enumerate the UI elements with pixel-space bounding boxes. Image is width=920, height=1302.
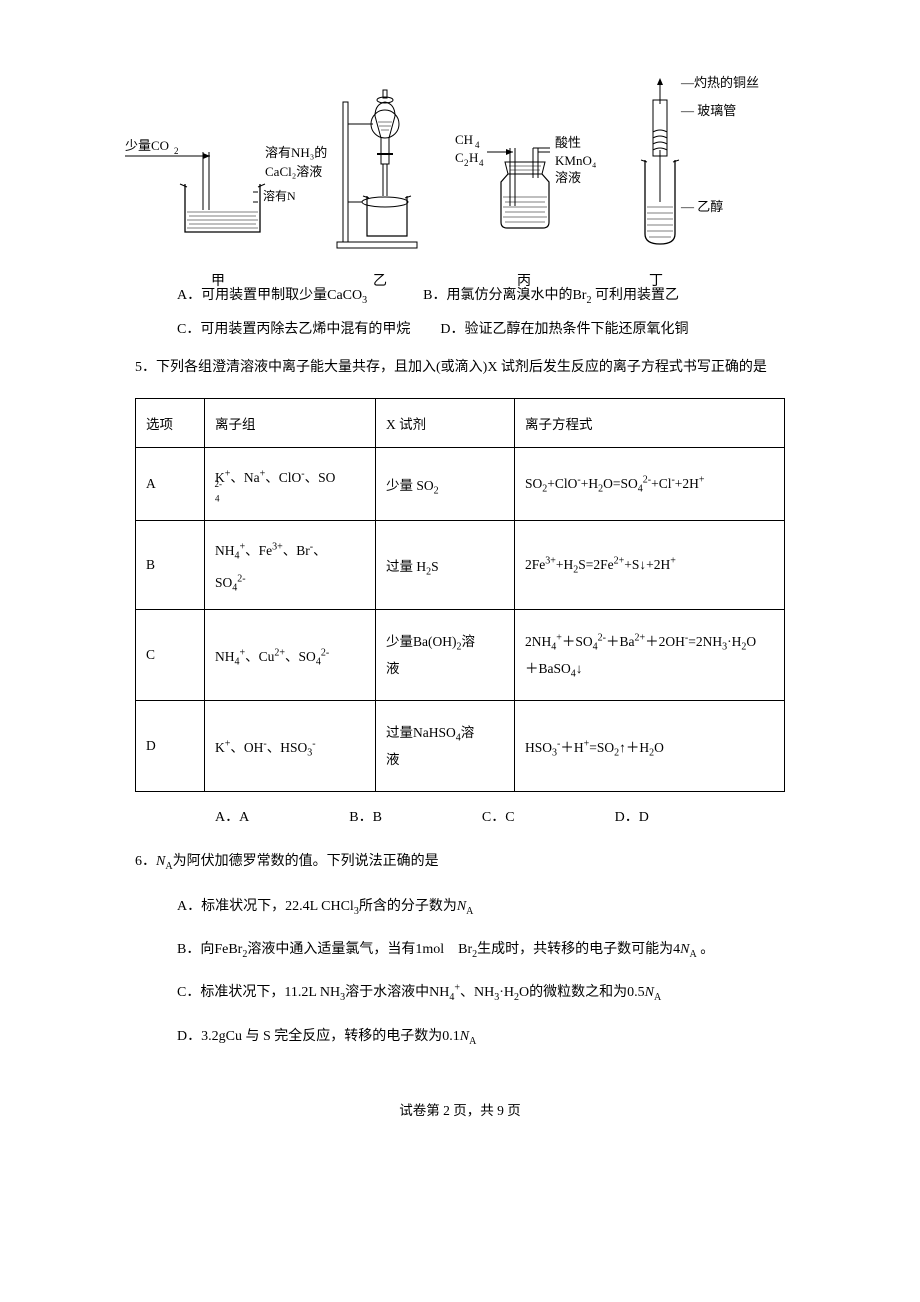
svg-text:CH: CH [455, 132, 473, 147]
ding-l1: 灼热的铜丝 [694, 75, 759, 90]
cell-key: A [136, 448, 205, 521]
svg-text:2: 2 [174, 146, 179, 156]
cell-reagent: 过量NaHSO4溶液 [376, 701, 515, 792]
svg-text:2: 2 [464, 158, 469, 168]
q6-opt-a: A．标准状况下，22.4L CHCl3所含的分子数为NA [177, 894, 785, 919]
q6-opt-b: B．向FeBr2溶液中通入适量氯气，当有1mol Br2生成时，共转移的电子数可… [177, 937, 785, 962]
apparatus-diagram-row: 少量CO 2 [135, 80, 785, 270]
jia-co2-text: 少量CO [125, 138, 169, 153]
hdr-opt: 选项 [136, 399, 205, 448]
q4-option-row2: C．可用装置丙除去乙烯中混有的甲烷 D．验证乙醇在加热条件下能还原氧化铜 [135, 318, 785, 338]
ans-a: A．A [215, 806, 249, 826]
q4-option-row1: A．可用装置甲制取少量CaCO3 B．用氯仿分离溴水中的Br2 可利用装置乙 [135, 284, 785, 304]
q4-opt-d: D．验证乙醇在加热条件下能还原氧化铜 [440, 318, 688, 338]
table-header-row: 选项 离子组 X 试剂 离子方程式 [136, 399, 785, 448]
jia-line1: 溶有NH₃的 [265, 145, 327, 160]
svg-text:4: 4 [475, 140, 480, 150]
label-bing: 丙 [517, 270, 531, 290]
cell-key: C [136, 610, 205, 701]
ding-l2: 玻璃管 [697, 103, 736, 118]
apparatus-yi [335, 84, 430, 252]
table-row: C NH4+、Cu2+、SO42- 少量Ba(OH)2溶液 2NH4+＋SO42… [136, 610, 785, 701]
bing-l2: KMnO₄ [555, 153, 596, 168]
q5-table: 选项 离子组 X 试剂 离子方程式 A K+、Na+、ClO-、SO42- 少量… [135, 398, 785, 792]
label-yi: 乙 [373, 270, 387, 290]
q6-opt-c: C．标准状况下，11.2L NH3溶于水溶液中NH4+、NH3·H2O的微粒数之… [177, 980, 785, 1005]
table-row: B NH4+、Fe3+、Br-、SO42- 过量 H2S 2Fe3++H2S=2… [136, 521, 785, 610]
svg-text:H: H [469, 150, 478, 165]
hdr-ions: 离子组 [205, 399, 376, 448]
q5-answer-options: A．A B．B C．C D．D [135, 806, 785, 826]
ding-side-label: — 灼热的铜丝 — 玻璃管 — 乙醇 [681, 74, 759, 217]
cell-reagent: 少量 SO2 [376, 448, 515, 521]
q6-stem: 6．NA为阿伏加德罗常数的值。下列说法正确的是 [135, 848, 785, 876]
svg-text:C: C [455, 150, 464, 165]
cell-eq: 2NH4+＋SO42-＋Ba2+＋2OH-=2NH3·H2O＋BaSO4↓ [515, 610, 785, 701]
cell-ions: NH4+、Cu2+、SO42- [205, 610, 376, 701]
label-ding: 丁 [649, 270, 663, 290]
ans-c: C．C [482, 806, 515, 826]
q4-opt-b: B．用氯仿分离溴水中的Br2 可利用装置乙 [423, 284, 679, 304]
table-row: A K+、Na+、ClO-、SO42- 少量 SO2 SO2+ClO-+H2O=… [136, 448, 785, 521]
q4-opt-c: C．可用装置丙除去乙烯中混有的甲烷 [177, 318, 410, 338]
cell-ions: NH4+、Fe3+、Br-、SO42- [205, 521, 376, 610]
cell-key: D [136, 701, 205, 792]
cell-eq: SO2+ClO-+H2O=SO42-+Cl-+2H+ [515, 448, 785, 521]
svg-text:4: 4 [479, 158, 484, 168]
jia-line2: CaCl₂溶液 [265, 164, 322, 179]
label-jia: 甲 [211, 270, 225, 290]
cell-reagent: 过量 H2S [376, 521, 515, 610]
cell-key: B [136, 521, 205, 610]
q5-stem: 5．下列各组澄清溶液中离子能大量共存，且加入(或滴入)X 试剂后发生反应的离子方… [135, 354, 785, 382]
q4-opt-a: A．可用装置甲制取少量CaCO3 [177, 284, 367, 304]
cell-ions: K+、OH-、HSO3- [205, 701, 376, 792]
cell-reagent: 少量Ba(OH)2溶液 [376, 610, 515, 701]
ans-d: D．D [615, 806, 649, 826]
exam-page: 少量CO 2 [0, 0, 920, 1159]
q6-opt-d: D．3.2gCu 与 S 完全反应，转移的电子数为0.1NA [177, 1024, 785, 1049]
ans-b: B．B [349, 806, 382, 826]
cell-eq: HSO3-＋H+=SO2↑＋H2O [515, 701, 785, 792]
bing-l3: 溶液 [555, 170, 581, 185]
cell-eq: 2Fe3++H2S=2Fe2++S↓+2H+ [515, 521, 785, 610]
bing-side-label: 酸性 KMnO₄ 溶液 [555, 134, 596, 187]
ding-l3: 乙醇 [697, 199, 723, 214]
hdr-reagent: X 试剂 [376, 399, 515, 448]
hdr-eq: 离子方程式 [515, 399, 785, 448]
bing-l1: 酸性 [555, 135, 581, 150]
cell-ions: K+、Na+、ClO-、SO42- [205, 448, 376, 521]
table-row: D K+、OH-、HSO3- 过量NaHSO4溶液 HSO3-＋H+=SO2↑＋… [136, 701, 785, 792]
jia-side-label: 溶有NH₃的 CaCl₂溶液 [265, 142, 327, 180]
svg-text:溶有NH: 溶有NH [263, 188, 295, 203]
page-footer: 试卷第 2 页，共 9 页 [135, 1099, 785, 1119]
